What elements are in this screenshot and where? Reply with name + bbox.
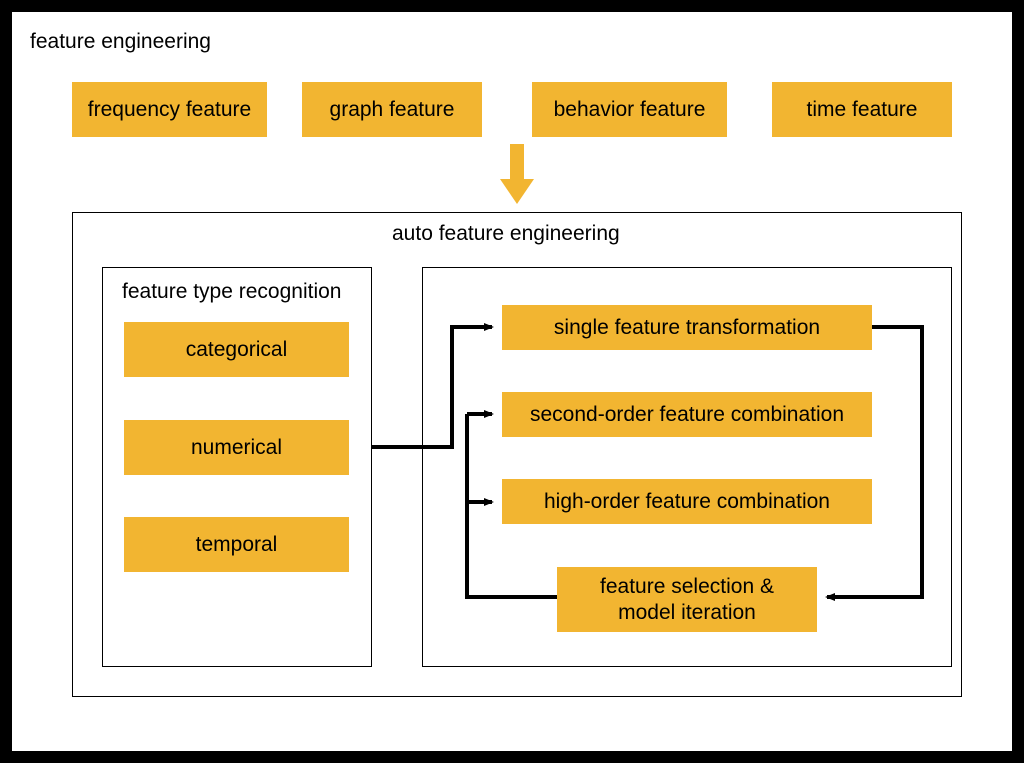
box-frequency-feature: frequency feature <box>72 82 267 137</box>
box-graph-feature: graph feature <box>302 82 482 137</box>
box-feature-selection: feature selection & model iteration <box>557 567 817 632</box>
diagram-canvas: feature engineering frequency feature gr… <box>12 12 1012 751</box>
box-second-order: second-order feature combination <box>502 392 872 437</box>
box-categorical: categorical <box>124 322 349 377</box>
main-title: feature engineering <box>30 30 211 54</box>
box-behavior-feature: behavior feature <box>532 82 727 137</box>
box-numerical: numerical <box>124 420 349 475</box>
panel-auto-title: auto feature engineering <box>392 222 620 246</box>
box-high-order: high-order feature combination <box>502 479 872 524</box>
box-feature-selection-label: feature selection & model iteration <box>600 574 774 624</box>
box-temporal: temporal <box>124 517 349 572</box>
box-single-transformation: single feature transformation <box>502 305 872 350</box>
box-time-feature: time feature <box>772 82 952 137</box>
panel-left-title: feature type recognition <box>122 280 341 304</box>
down-arrow-icon <box>500 144 534 204</box>
